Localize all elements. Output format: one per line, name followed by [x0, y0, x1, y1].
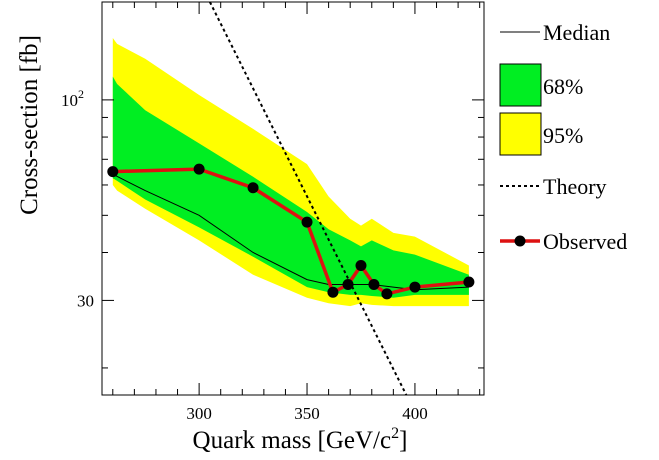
x-axis-label: Quark mass [GeV/c2]: [193, 425, 408, 454]
observed-point: [463, 276, 475, 288]
legend-symbol-box: [499, 112, 542, 156]
y-axis-label: Cross-section [fb]: [16, 35, 43, 215]
observed-point: [409, 281, 421, 293]
plot-frame: [101, 1, 485, 396]
observed-point: [301, 216, 313, 228]
legend-symbol-box: [499, 63, 542, 107]
observed-point: [327, 286, 339, 298]
legend-label: 68%: [543, 74, 583, 99]
observed-point: [247, 182, 259, 194]
legend-symbol-observed: [500, 235, 540, 247]
band-95: [112, 38, 469, 307]
legend-label: Observed: [543, 229, 627, 254]
observed-point: [355, 259, 367, 271]
legend: Median 68% 95% Theory Observed: [499, 20, 627, 254]
observed-point: [368, 279, 380, 291]
legend-label: Median: [543, 20, 610, 45]
theory-line: [209, 2, 408, 395]
observed-point: [381, 288, 393, 300]
x-tick-label: 350: [294, 404, 320, 423]
y-tick-label: 30: [77, 291, 94, 310]
x-tick-label: 400: [402, 404, 428, 423]
band-68: [112, 76, 469, 298]
observed-point: [193, 163, 205, 175]
x-tick-label: 300: [186, 404, 212, 423]
plot-area: [107, 2, 475, 395]
y-tick-label: 102: [61, 87, 84, 110]
observed-point: [107, 166, 119, 178]
legend-label: 95%: [543, 123, 583, 148]
observed-point: [342, 279, 354, 291]
legend-label: Theory: [543, 174, 607, 199]
